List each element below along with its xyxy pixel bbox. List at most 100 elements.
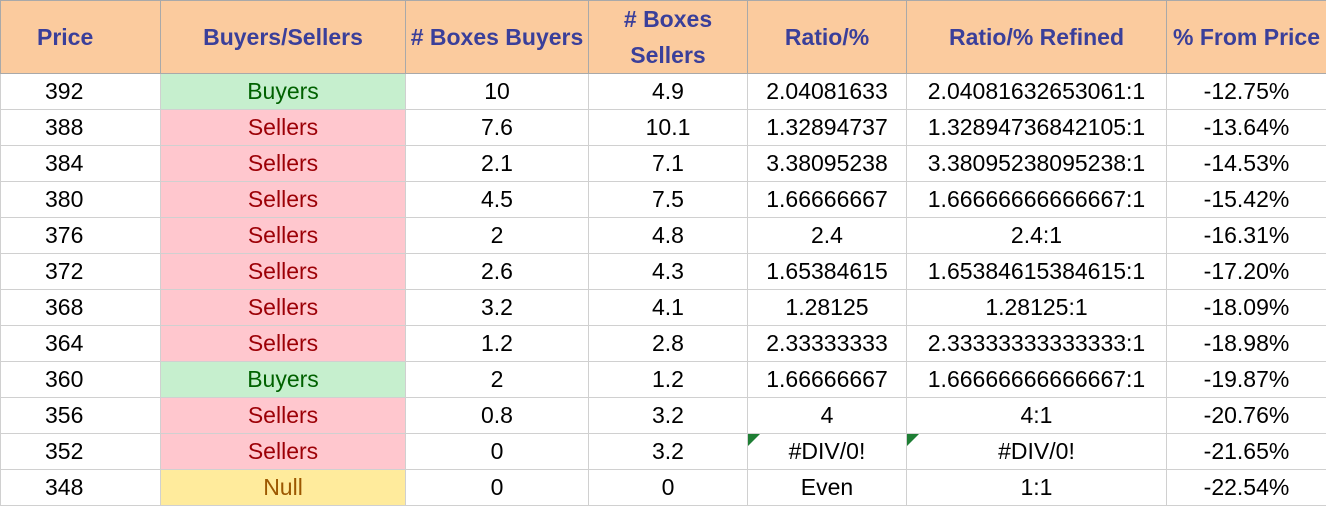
cell-ratio[interactable]: Even xyxy=(747,469,907,506)
cell-ratio-refined[interactable]: 1:1 xyxy=(906,469,1167,506)
cell-price[interactable]: 352 xyxy=(0,433,161,470)
cell-price[interactable]: 348 xyxy=(0,469,161,506)
cell-price[interactable]: 376 xyxy=(0,217,161,254)
cell-price[interactable]: 368 xyxy=(0,289,161,326)
cell-from-price[interactable]: -15.42% xyxy=(1166,181,1326,218)
cell-buyers-sellers[interactable]: Buyers xyxy=(160,73,406,110)
error-indicator-icon[interactable] xyxy=(748,434,760,446)
cell-boxes-sellers[interactable]: 3.2 xyxy=(588,397,748,434)
cell-from-price[interactable]: -16.31% xyxy=(1166,217,1326,254)
cell-boxes-sellers[interactable]: 10.1 xyxy=(588,109,748,146)
cell-from-price[interactable]: -20.76% xyxy=(1166,397,1326,434)
cell-ratio[interactable]: 1.32894737 xyxy=(747,109,907,146)
header-ratio-refined[interactable]: Ratio/% Refined xyxy=(906,0,1167,74)
cell-ratio-value: 1.66666667 xyxy=(766,366,888,392)
cell-ratio-value: 2.33333333 xyxy=(766,330,888,356)
cell-ratio-refined[interactable]: 3.38095238095238:1 xyxy=(906,145,1167,182)
cell-from-price[interactable]: -17.20% xyxy=(1166,253,1326,290)
cell-boxes-buyers[interactable]: 4.5 xyxy=(405,181,589,218)
cell-buyers-sellers[interactable]: Sellers xyxy=(160,217,406,254)
cell-price[interactable]: 364 xyxy=(0,325,161,362)
header-boxes-sellers[interactable]: # Boxes Sellers xyxy=(588,0,748,74)
cell-buyers-sellers[interactable]: Buyers xyxy=(160,361,406,398)
cell-ratio[interactable]: 2.04081633 xyxy=(747,73,907,110)
cell-buyers-sellers[interactable]: Sellers xyxy=(160,433,406,470)
cell-ratio[interactable]: 2.33333333 xyxy=(747,325,907,362)
cell-from-price[interactable]: -14.53% xyxy=(1166,145,1326,182)
cell-buyers-sellers[interactable]: Sellers xyxy=(160,109,406,146)
cell-from-price-value: -12.75% xyxy=(1203,78,1290,104)
cell-boxes-buyers[interactable]: 1.2 xyxy=(405,325,589,362)
cell-boxes-sellers[interactable]: 4.9 xyxy=(588,73,748,110)
cell-ratio[interactable]: 2.4 xyxy=(747,217,907,254)
cell-ratio-refined[interactable]: 2.04081632653061:1 xyxy=(906,73,1167,110)
cell-ratio-refined[interactable]: 1.65384615384615:1 xyxy=(906,253,1167,290)
cell-boxes-buyers[interactable]: 2 xyxy=(405,361,589,398)
cell-boxes-buyers[interactable]: 2.1 xyxy=(405,145,589,182)
cell-boxes-sellers[interactable]: 4.1 xyxy=(588,289,748,326)
cell-boxes-buyers[interactable]: 10 xyxy=(405,73,589,110)
cell-buyers-sellers-value: Sellers xyxy=(247,438,319,464)
cell-from-price[interactable]: -21.65% xyxy=(1166,433,1326,470)
cell-boxes-sellers[interactable]: 4.8 xyxy=(588,217,748,254)
cell-ratio-refined[interactable]: 2.4:1 xyxy=(906,217,1167,254)
cell-boxes-buyers[interactable]: 0 xyxy=(405,469,589,506)
cell-ratio[interactable]: 1.66666667 xyxy=(747,361,907,398)
cell-buyers-sellers[interactable]: Sellers xyxy=(160,145,406,182)
cell-ratio[interactable]: 1.28125 xyxy=(747,289,907,326)
cell-from-price[interactable]: -19.87% xyxy=(1166,361,1326,398)
cell-boxes-sellers[interactable]: 1.2 xyxy=(588,361,748,398)
cell-from-price[interactable]: -18.98% xyxy=(1166,325,1326,362)
cell-ratio[interactable]: #DIV/0! xyxy=(747,433,907,470)
cell-boxes-sellers[interactable]: 4.3 xyxy=(588,253,748,290)
cell-buyers-sellers-value: Buyers xyxy=(247,78,319,104)
cell-boxes-buyers[interactable]: 0.8 xyxy=(405,397,589,434)
cell-buyers-sellers[interactable]: Null xyxy=(160,469,406,506)
cell-from-price[interactable]: -22.54% xyxy=(1166,469,1326,506)
cell-boxes-buyers[interactable]: 2 xyxy=(405,217,589,254)
cell-buyers-sellers[interactable]: Sellers xyxy=(160,253,406,290)
cell-ratio[interactable]: 4 xyxy=(747,397,907,434)
cell-boxes-buyers[interactable]: 3.2 xyxy=(405,289,589,326)
header-price[interactable]: Price xyxy=(0,0,161,74)
cell-ratio-refined[interactable]: 1.32894736842105:1 xyxy=(906,109,1167,146)
cell-ratio-refined[interactable]: #DIV/0! xyxy=(906,433,1167,470)
cell-from-price[interactable]: -12.75% xyxy=(1166,73,1326,110)
header-from-price[interactable]: % From Price xyxy=(1166,0,1326,74)
cell-price[interactable]: 372 xyxy=(0,253,161,290)
cell-price[interactable]: 392 xyxy=(0,73,161,110)
cell-boxes-buyers[interactable]: 7.6 xyxy=(405,109,589,146)
cell-ratio-refined[interactable]: 2.33333333333333:1 xyxy=(906,325,1167,362)
cell-ratio-refined[interactable]: 1.66666666666667:1 xyxy=(906,181,1167,218)
cell-price[interactable]: 380 xyxy=(0,181,161,218)
cell-ratio[interactable]: 3.38095238 xyxy=(747,145,907,182)
cell-ratio-refined[interactable]: 1.66666666666667:1 xyxy=(906,361,1167,398)
cell-buyers-sellers[interactable]: Sellers xyxy=(160,325,406,362)
cell-ratio-refined-value: 2.33333333333333:1 xyxy=(927,330,1146,356)
cell-boxes-sellers[interactable]: 7.5 xyxy=(588,181,748,218)
header-ratio[interactable]: Ratio/% xyxy=(747,0,907,74)
cell-buyers-sellers[interactable]: Sellers xyxy=(160,181,406,218)
cell-boxes-buyers-value: 2 xyxy=(490,366,504,392)
cell-boxes-sellers[interactable]: 7.1 xyxy=(588,145,748,182)
cell-from-price[interactable]: -18.09% xyxy=(1166,289,1326,326)
cell-boxes-sellers[interactable]: 0 xyxy=(588,469,748,506)
cell-ratio-refined[interactable]: 1.28125:1 xyxy=(906,289,1167,326)
cell-ratio[interactable]: 1.66666667 xyxy=(747,181,907,218)
cell-price[interactable]: 388 xyxy=(0,109,161,146)
cell-price[interactable]: 356 xyxy=(0,397,161,434)
cell-ratio[interactable]: 1.65384615 xyxy=(747,253,907,290)
cell-buyers-sellers[interactable]: Sellers xyxy=(160,397,406,434)
cell-price[interactable]: 360 xyxy=(0,361,161,398)
error-indicator-icon[interactable] xyxy=(907,434,919,446)
cell-price[interactable]: 384 xyxy=(0,145,161,182)
cell-boxes-buyers[interactable]: 2.6 xyxy=(405,253,589,290)
cell-boxes-sellers[interactable]: 2.8 xyxy=(588,325,748,362)
header-boxes-buyers[interactable]: # Boxes Buyers xyxy=(405,0,589,74)
cell-boxes-sellers[interactable]: 3.2 xyxy=(588,433,748,470)
cell-boxes-buyers[interactable]: 0 xyxy=(405,433,589,470)
cell-ratio-refined[interactable]: 4:1 xyxy=(906,397,1167,434)
header-buyers-sellers[interactable]: Buyers/Sellers xyxy=(160,0,406,74)
cell-from-price[interactable]: -13.64% xyxy=(1166,109,1326,146)
cell-buyers-sellers[interactable]: Sellers xyxy=(160,289,406,326)
